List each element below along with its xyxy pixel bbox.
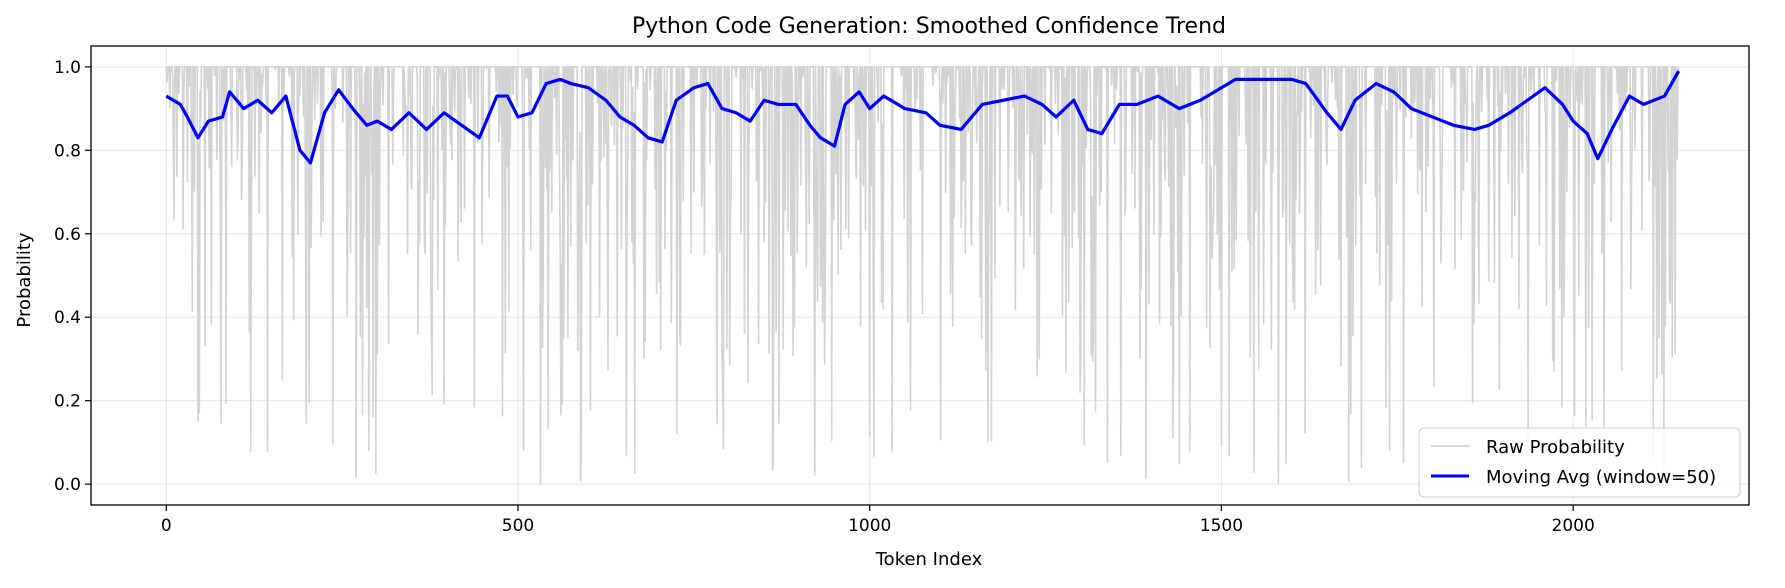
x-tick-label: 1000 xyxy=(848,516,891,536)
x-tick-label: 2000 xyxy=(1552,516,1595,536)
y-tick-label: 0.4 xyxy=(54,308,81,328)
chart-title: Python Code Generation: Smoothed Confide… xyxy=(632,14,1226,39)
moving-average-line xyxy=(165,70,1681,165)
moving-average-layer xyxy=(165,70,1681,165)
raw-probability-line xyxy=(165,66,1679,485)
legend: Raw Probability Moving Avg (window=50) xyxy=(1418,427,1741,498)
x-tick-label: 500 xyxy=(502,516,534,536)
y-tick-label: 1.0 xyxy=(54,58,81,78)
x-tick-label: 0 xyxy=(161,516,172,536)
plot-frame xyxy=(90,45,1750,506)
legend-avg-label: Moving Avg (window=50) xyxy=(1486,467,1716,488)
x-tick-label: 1500 xyxy=(1200,516,1243,536)
legend-raw-label: Raw Probability xyxy=(1486,437,1625,458)
y-tick-label: 0.8 xyxy=(54,141,81,161)
y-tick-label: 0.2 xyxy=(54,392,81,412)
legend-box xyxy=(1418,427,1741,498)
tick-layer: 0 500 1000 1500 2000 0.0 0.2 0.4 0.6 0.8 1.0 xyxy=(54,58,1595,536)
y-axis-label: Probability xyxy=(14,232,35,327)
y-tick-label: 0.0 xyxy=(54,475,81,495)
y-tick-label: 0.6 xyxy=(54,225,81,245)
raw-probability-layer xyxy=(165,66,1679,485)
x-axis-label: Token Index xyxy=(875,549,983,570)
